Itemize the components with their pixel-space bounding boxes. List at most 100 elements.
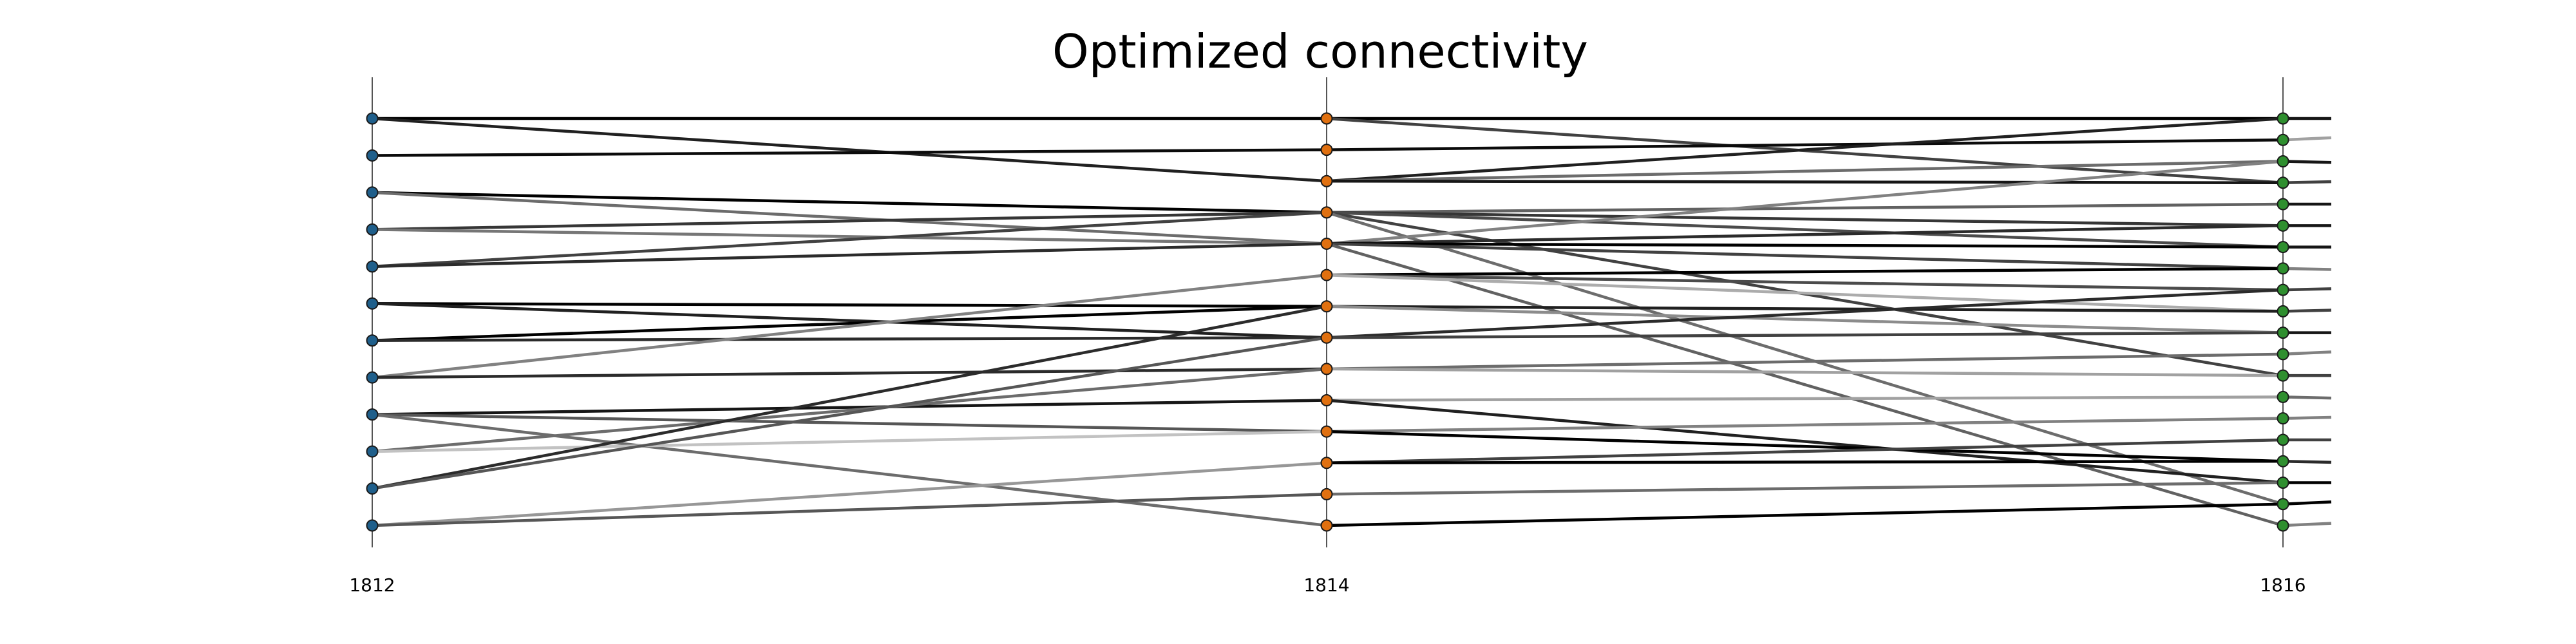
node-1812 <box>366 297 379 310</box>
node-1814 <box>1320 237 1333 250</box>
node-1812 <box>366 371 379 384</box>
edge-1814-1816 <box>1326 242 2284 527</box>
edge-1816-next <box>2282 459 2332 464</box>
edge-1812-1814 <box>372 117 1327 183</box>
edge-1816-next <box>2282 522 2332 527</box>
node-1816 <box>2277 455 2289 468</box>
node-1816 <box>2277 176 2289 189</box>
edge-1812-1814 <box>372 305 1327 342</box>
edge-1816-next <box>2282 415 2332 420</box>
chart-title: Optimized connectivity <box>1052 24 1588 79</box>
x-tick-label: 1816 <box>2260 574 2306 596</box>
edge-1816-next <box>2282 287 2332 292</box>
node-1814 <box>1320 269 1333 281</box>
edge-1814-1816 <box>1326 430 2284 463</box>
node-1816 <box>2277 133 2289 146</box>
node-1812 <box>366 482 379 495</box>
edge-1812-1814 <box>372 430 1327 453</box>
edge-1812-1814 <box>372 242 1327 269</box>
node-1816 <box>2277 498 2289 511</box>
node-1816 <box>2277 390 2289 403</box>
node-1812 <box>366 408 379 421</box>
node-1816 <box>2277 219 2289 232</box>
edge-1814-1816 <box>1326 202 2284 214</box>
node-1814 <box>1320 331 1333 344</box>
edge-1812-1814 <box>372 302 1327 308</box>
edge-1812-1814 <box>372 336 1327 342</box>
edge-1812-1814 <box>372 367 1327 453</box>
edge-1812-1814 <box>372 461 1327 527</box>
edge-1814-1816 <box>1326 273 2284 313</box>
edge-1816-next <box>2282 308 2332 313</box>
edge-1812-1814 <box>372 191 1327 245</box>
edge-1814-1816 <box>1326 417 2284 433</box>
node-1812 <box>366 112 379 125</box>
node-1816 <box>2277 327 2289 339</box>
edge-1812-1814 <box>372 228 1327 245</box>
node-1814 <box>1320 488 1333 500</box>
edge-1814-1816 <box>1326 288 2284 339</box>
edge-1814-1816 <box>1326 160 2284 183</box>
edge-1814-1816 <box>1326 305 2284 334</box>
node-1812 <box>366 445 379 458</box>
edge-1816-next <box>2282 160 2332 164</box>
edge-1816-next <box>2282 350 2332 356</box>
edge-1812-1814 <box>372 493 1327 527</box>
edge-1814-1816 <box>1326 502 2284 527</box>
edge-1814-1816 <box>1326 481 2284 496</box>
edge-1814-1816 <box>1326 395 2284 402</box>
node-1816 <box>2277 519 2289 532</box>
edge-1814-1816 <box>1326 438 2284 465</box>
node-1816 <box>2277 198 2289 211</box>
edge-1816-next <box>2282 267 2332 271</box>
edge-1814-1816 <box>1326 211 2284 249</box>
node-1814 <box>1320 144 1333 156</box>
node-1812 <box>366 260 379 273</box>
edge-1814-1816 <box>1326 224 2284 245</box>
edge-1814-1816 <box>1326 242 2284 270</box>
edge-1814-1816 <box>1326 138 2284 151</box>
node-1814 <box>1320 175 1333 187</box>
node-1812 <box>366 223 379 236</box>
node-1816 <box>2277 305 2289 317</box>
node-1816 <box>2277 241 2289 254</box>
node-1814 <box>1320 425 1333 438</box>
x-tick-label: 1814 <box>1303 574 1349 596</box>
edge-1814-1816 <box>1326 459 2284 465</box>
edge-1812-1814 <box>372 148 1327 157</box>
edge-1812-1814 <box>372 191 1327 214</box>
node-1816 <box>2277 412 2289 425</box>
edge-1812-1814 <box>372 413 1327 433</box>
tick-layer: 1812 1814 1816 <box>349 574 2306 596</box>
node-1816 <box>2277 433 2289 446</box>
edge-1814-1816 <box>1326 399 2284 484</box>
edge-1814-1816 <box>1326 305 2284 313</box>
node-1812 <box>366 519 379 532</box>
edge-1816-next <box>2282 395 2332 400</box>
edge-1814-1816 <box>1326 273 2284 292</box>
node-1814 <box>1320 363 1333 375</box>
edge-1816-next <box>2282 500 2332 506</box>
node-1814 <box>1320 300 1333 313</box>
edge-1814-1816 <box>1326 242 2284 249</box>
edge-1814-1816 <box>1326 160 2284 245</box>
node-1816 <box>2277 262 2289 275</box>
node-1814 <box>1320 112 1333 125</box>
edge-1814-1816 <box>1326 352 2284 371</box>
edge-1812-1814 <box>372 273 1327 379</box>
node-1816 <box>2277 476 2289 489</box>
edge-1812-1814 <box>372 302 1327 339</box>
node-1812 <box>366 149 379 162</box>
node-1816 <box>2277 348 2289 361</box>
edge-1814-1816 <box>1326 367 2284 377</box>
node-1814 <box>1320 457 1333 469</box>
node-layer <box>366 112 2289 532</box>
edge-1812-1814 <box>372 413 1327 527</box>
edge-layer <box>372 117 2332 527</box>
node-1814 <box>1320 206 1333 219</box>
edge-1814-1816 <box>1326 117 2284 183</box>
edge-1812-1814 <box>372 399 1327 416</box>
edge-1812-1814 <box>372 211 1327 231</box>
x-tick-label: 1812 <box>349 574 395 596</box>
